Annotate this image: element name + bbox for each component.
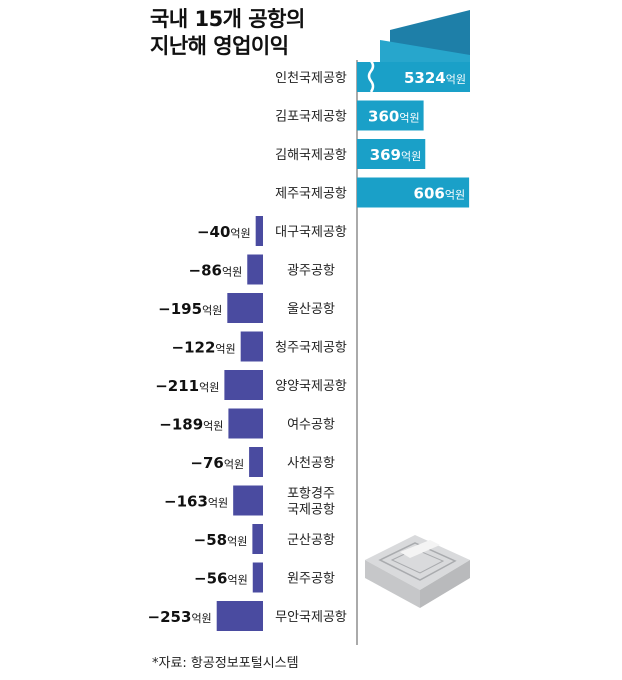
source-note: *자료: 항공정보포털시스템 xyxy=(152,656,299,671)
positive-bar xyxy=(357,100,424,131)
negative-bar xyxy=(252,562,263,593)
value-unit: 억원 xyxy=(208,497,228,510)
chart-title-line-1: 국내 15개 공항의 xyxy=(150,7,305,31)
category-label-line: 국제공항 xyxy=(287,503,335,518)
bars-group xyxy=(216,60,470,645)
value-unit: 억원 xyxy=(230,227,250,240)
category-label: 울산공항 xyxy=(287,302,335,317)
value-label: 369억원 xyxy=(370,146,422,164)
positive-bar xyxy=(357,139,426,169)
category-label-line: 포항경주 xyxy=(287,487,335,502)
negative-bar xyxy=(252,524,263,554)
value-number: −76 xyxy=(190,454,223,472)
money-stack-decoration xyxy=(365,535,470,608)
category-label: 대구국제공항 xyxy=(275,225,347,240)
category-label: 인천국제공항 xyxy=(275,71,347,86)
category-label: 광주공항 xyxy=(287,264,335,279)
value-unit: 억원 xyxy=(227,535,247,548)
value-unit: 억원 xyxy=(191,612,211,625)
axis-break-mark xyxy=(367,60,375,93)
chart-title: 국내 15개 공항의 지난해 영업이익 xyxy=(150,6,305,60)
category-label: 군산공항 xyxy=(287,533,335,548)
value-number: 360 xyxy=(368,108,399,126)
value-number: −189 xyxy=(159,416,203,434)
value-label: 360억원 xyxy=(368,108,420,126)
value-number: −253 xyxy=(148,608,192,626)
value-unit: 억원 xyxy=(199,381,219,394)
value-number: −86 xyxy=(189,262,222,280)
value-number: −56 xyxy=(194,570,227,588)
value-number: −211 xyxy=(155,377,199,395)
value-unit: 억원 xyxy=(224,458,244,471)
value-label: −189억원 xyxy=(159,416,223,434)
value-number: 5324 xyxy=(404,69,446,87)
positive-bar xyxy=(357,62,470,92)
value-unit: 억원 xyxy=(401,150,421,163)
value-label: −56억원 xyxy=(194,570,248,588)
value-label: −211억원 xyxy=(155,377,219,395)
category-label: 김해국제공항 xyxy=(275,148,347,163)
negative-bar xyxy=(233,485,263,516)
negative-bar xyxy=(224,370,263,400)
category-label: 여수공항 xyxy=(287,418,335,433)
value-unit: 억원 xyxy=(446,73,466,86)
negative-bar xyxy=(255,216,263,246)
value-label: 606억원 xyxy=(414,185,466,203)
category-label: 사천공항 xyxy=(287,456,335,471)
negative-bar xyxy=(216,601,263,631)
value-unit: 억원 xyxy=(215,343,235,356)
value-unit: 억원 xyxy=(203,420,223,433)
positive-bar xyxy=(357,177,470,208)
value-number: 606 xyxy=(414,185,445,203)
chart-title-line-2: 지난해 영업이익 xyxy=(150,34,289,58)
value-unit: 억원 xyxy=(228,574,248,587)
category-label: 원주공항 xyxy=(287,572,335,587)
category-label: 청주국제공항 xyxy=(275,341,347,356)
negative-bar xyxy=(247,254,263,285)
category-label: 포항경주 국제공항 xyxy=(287,487,335,518)
negative-bar xyxy=(249,447,263,477)
negative-bar xyxy=(228,408,263,439)
value-number: −163 xyxy=(164,493,208,511)
category-label: 양양국제공항 xyxy=(275,379,347,394)
value-label: −40억원 xyxy=(197,223,251,241)
value-unit: 억원 xyxy=(202,304,222,317)
value-number: −195 xyxy=(158,300,202,318)
category-label: 제주국제공항 xyxy=(275,187,347,202)
value-label: −253억원 xyxy=(148,608,212,626)
value-label: −122억원 xyxy=(172,339,236,357)
value-number: −122 xyxy=(172,339,216,357)
ribbon-decoration xyxy=(380,10,470,65)
value-label: −58억원 xyxy=(194,531,248,549)
value-label: −76억원 xyxy=(190,454,244,472)
value-label: −86억원 xyxy=(189,262,243,280)
value-number: −40 xyxy=(197,223,230,241)
value-unit: 억원 xyxy=(445,189,465,202)
value-number: 369 xyxy=(370,146,401,164)
negative-bar xyxy=(240,331,263,362)
category-label: 김포국제공항 xyxy=(275,110,347,125)
value-unit: 억원 xyxy=(222,266,242,279)
value-label: −163억원 xyxy=(164,493,228,511)
category-label: 무안국제공항 xyxy=(275,610,347,625)
value-label: 5324억원 xyxy=(404,69,466,87)
negative-bar xyxy=(227,293,263,323)
value-label: −195억원 xyxy=(158,300,222,318)
value-number: −58 xyxy=(194,531,227,549)
value-unit: 억원 xyxy=(399,112,419,125)
